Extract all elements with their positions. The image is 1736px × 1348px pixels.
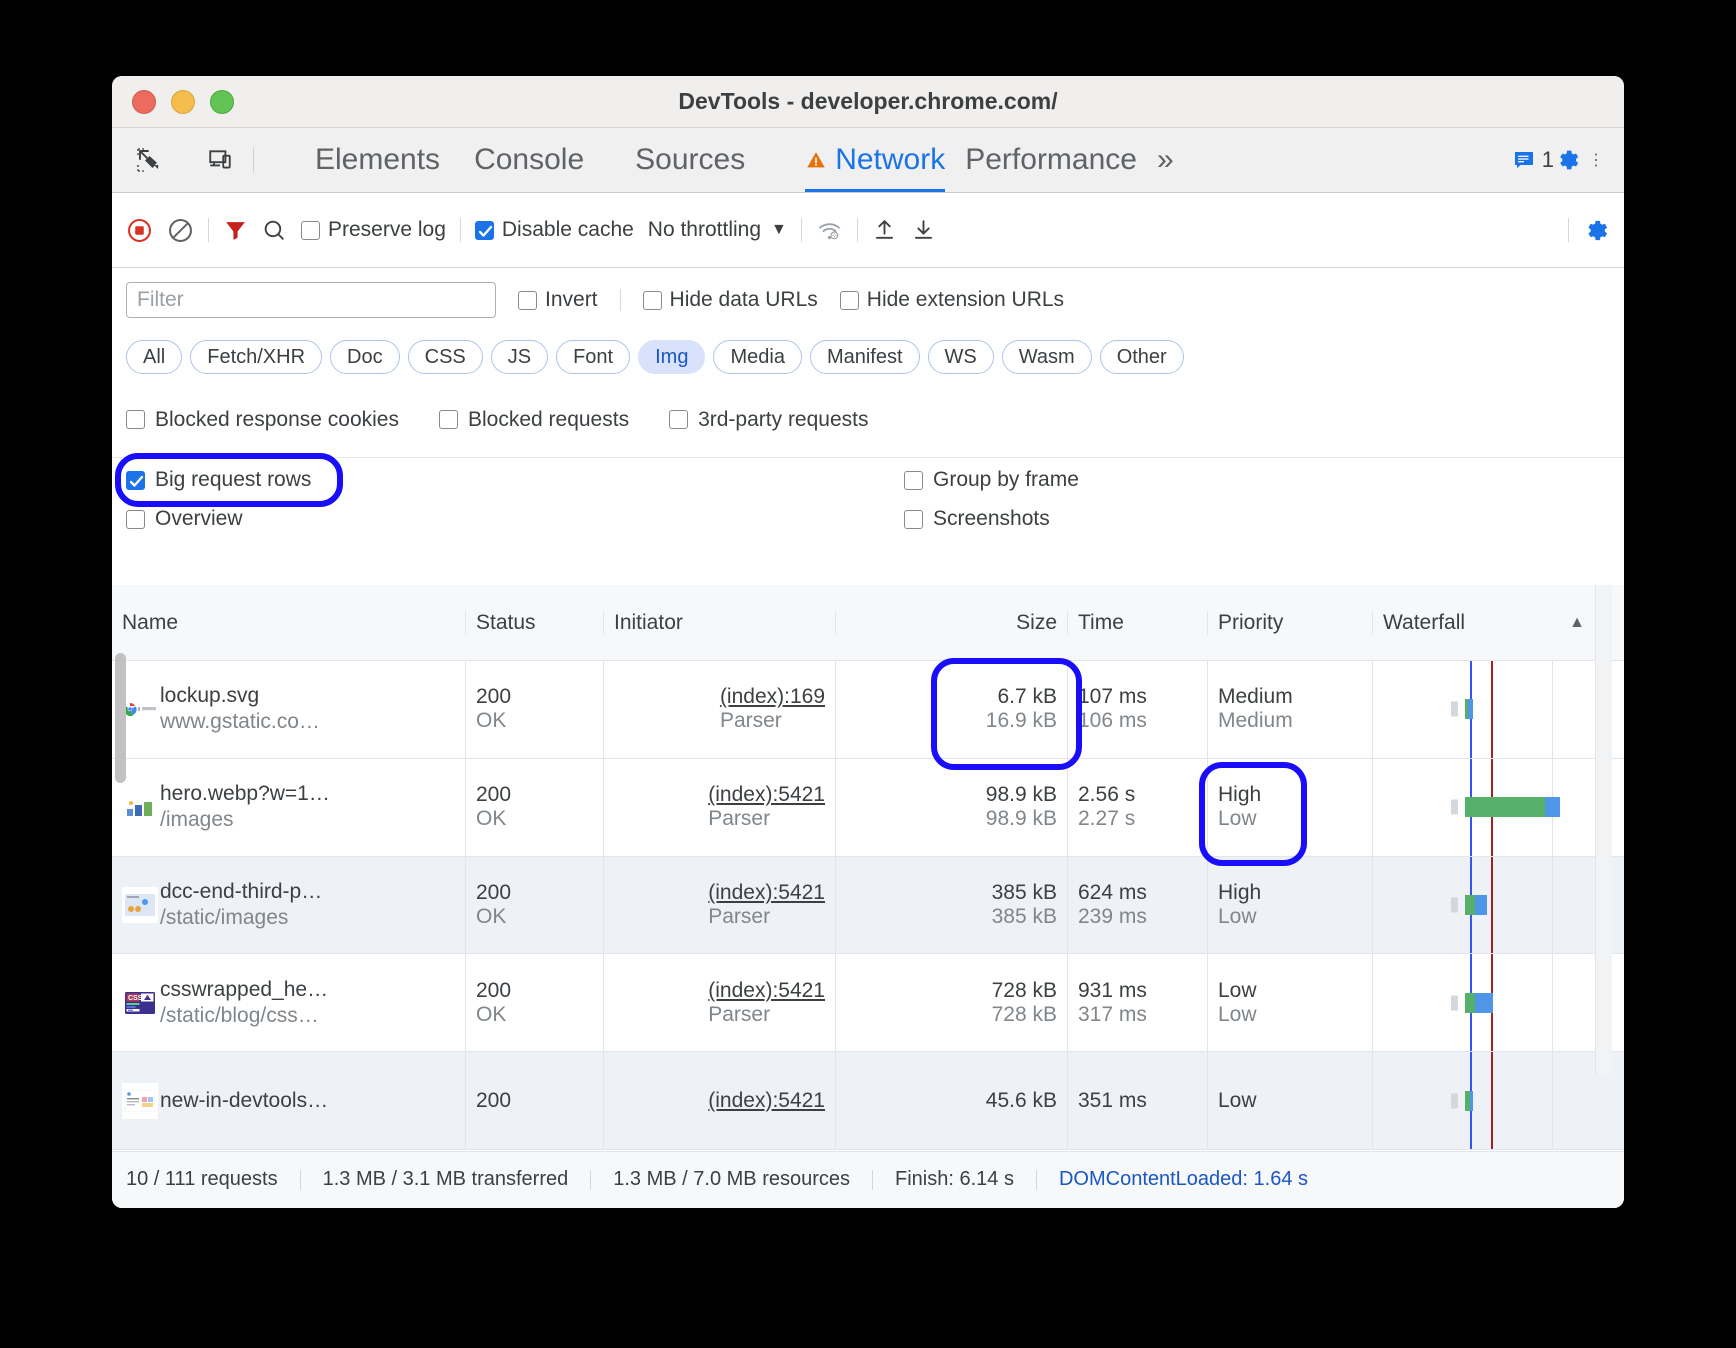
svg-text:CSS: CSS — [128, 995, 143, 1002]
